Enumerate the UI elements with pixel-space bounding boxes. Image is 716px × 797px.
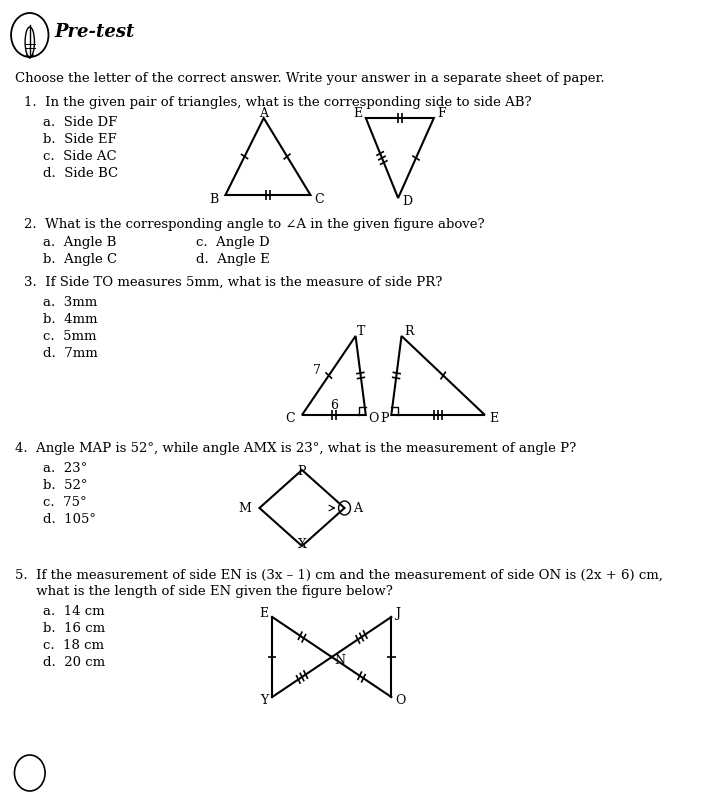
Text: b.  16 cm: b. 16 cm	[42, 622, 105, 635]
Text: Choose the letter of the correct answer. Write your answer in a separate sheet o: Choose the letter of the correct answer.…	[15, 72, 605, 85]
Text: a.  3mm: a. 3mm	[42, 296, 97, 309]
Text: 4.  Angle MAP is 52°, while angle AMX is 23°, what is the measurement of angle P: 4. Angle MAP is 52°, while angle AMX is …	[15, 442, 576, 455]
Text: R: R	[404, 325, 414, 338]
Text: C: C	[286, 412, 295, 425]
Text: N: N	[334, 654, 345, 667]
Text: a.  Side DF: a. Side DF	[42, 116, 117, 129]
Text: E: E	[353, 107, 362, 120]
Text: F: F	[437, 107, 446, 120]
Text: what is the length of side EN given the figure below?: what is the length of side EN given the …	[15, 585, 393, 598]
Text: 5.  If the measurement of side EN is (3x – 1) cm and the measurement of side ON : 5. If the measurement of side EN is (3x …	[15, 569, 663, 582]
Text: 1.  In the given pair of triangles, what is the corresponding side to side AB?: 1. In the given pair of triangles, what …	[24, 96, 531, 109]
Text: Y: Y	[260, 694, 268, 707]
Text: A: A	[259, 107, 268, 120]
Text: d.  Angle E: d. Angle E	[195, 253, 269, 266]
Text: X: X	[298, 538, 306, 551]
Text: a.  23°: a. 23°	[42, 462, 87, 475]
Text: d.  105°: d. 105°	[42, 513, 95, 526]
Text: 3.  If Side TO measures 5mm, what is the measure of side PR?: 3. If Side TO measures 5mm, what is the …	[24, 276, 442, 289]
Text: d.  Side BC: d. Side BC	[42, 167, 117, 180]
Text: A: A	[353, 501, 362, 515]
Text: O: O	[395, 694, 406, 707]
Text: b.  52°: b. 52°	[42, 479, 87, 492]
Text: O: O	[368, 412, 379, 425]
Text: D: D	[402, 195, 412, 208]
Text: P: P	[298, 465, 306, 478]
Text: d.  20 cm: d. 20 cm	[42, 656, 105, 669]
Text: a.  Angle B: a. Angle B	[42, 236, 116, 249]
Text: 7: 7	[313, 364, 321, 377]
Text: c.  5mm: c. 5mm	[42, 330, 96, 343]
Text: E: E	[258, 607, 268, 620]
Text: P: P	[380, 412, 389, 425]
Text: b.  4mm: b. 4mm	[42, 313, 97, 326]
Text: 2.  What is the corresponding angle to ∠A in the given figure above?: 2. What is the corresponding angle to ∠A…	[24, 218, 485, 231]
Text: E: E	[489, 412, 498, 425]
Text: T: T	[357, 325, 366, 338]
Text: b.  Side EF: b. Side EF	[42, 133, 116, 146]
Text: Pre-test: Pre-test	[54, 23, 135, 41]
Text: c.  Angle D: c. Angle D	[195, 236, 269, 249]
Text: M: M	[238, 501, 251, 515]
Text: J: J	[395, 607, 400, 620]
Text: 6: 6	[330, 399, 338, 412]
Text: d.  7mm: d. 7mm	[42, 347, 97, 360]
Text: c.  18 cm: c. 18 cm	[42, 639, 104, 652]
Text: B: B	[209, 193, 218, 206]
Text: c.  75°: c. 75°	[42, 496, 86, 509]
Text: b.  Angle C: b. Angle C	[42, 253, 117, 266]
Text: a.  14 cm: a. 14 cm	[42, 605, 104, 618]
Text: C: C	[315, 193, 324, 206]
Text: c.  Side AC: c. Side AC	[42, 150, 116, 163]
